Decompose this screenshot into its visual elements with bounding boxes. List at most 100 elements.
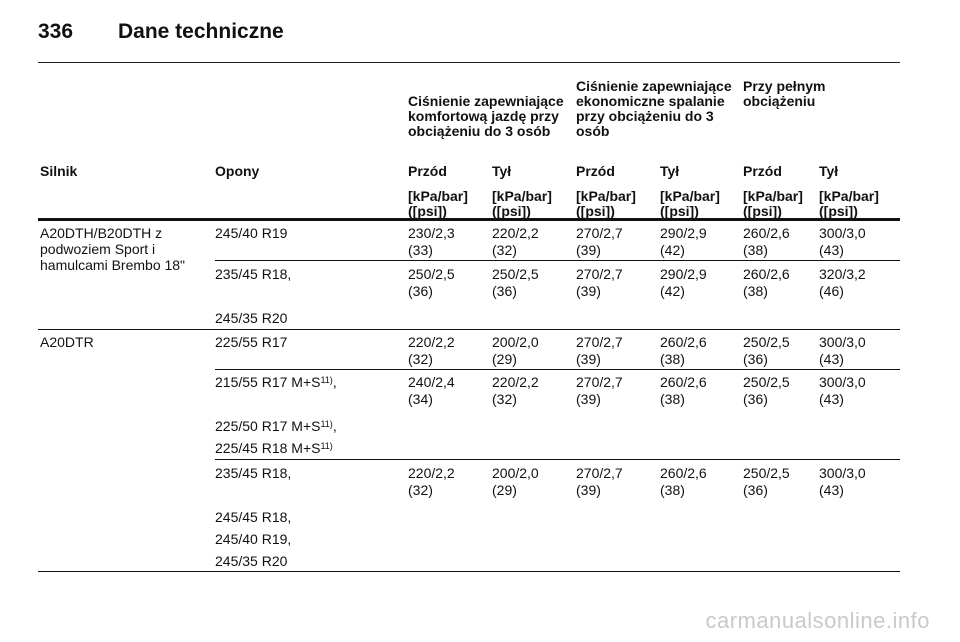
unit-header: [kPa/bar] ([psi]) <box>819 188 879 219</box>
pressure-cell: 300/3,0 <box>819 374 866 390</box>
col-header-rear-comfort: Tył <box>492 163 512 179</box>
psi-cell: (42) <box>660 242 685 258</box>
tyre-cell: 245/45 R18, <box>215 509 292 525</box>
pressure-cell: 230/2,3 <box>408 225 455 241</box>
col-header-engine: Silnik <box>40 163 78 179</box>
footnote-marker: 11) <box>320 419 333 429</box>
pressure-cell: 260/2,6 <box>743 266 790 282</box>
row-separator <box>38 329 900 330</box>
psi-cell: (42) <box>660 283 685 299</box>
col-header-front-comfort: Przód <box>408 163 447 179</box>
pressure-cell: 220/2,2 <box>408 465 455 481</box>
psi-cell: (36) <box>408 283 433 299</box>
pressure-cell: 260/2,6 <box>660 374 707 390</box>
pressure-cell: 270/2,7 <box>576 334 623 350</box>
page-header: 336 Dane techniczne <box>38 18 900 63</box>
tyre-cell: 225/45 R18 M+S11) <box>215 440 333 456</box>
tyre-cell: 245/40 R19 <box>215 225 288 241</box>
psi-cell: (29) <box>492 351 517 367</box>
tyre-cell: 245/35 R20 <box>215 310 288 326</box>
col-header-front-eco: Przód <box>576 163 615 179</box>
footnote-marker: 11) <box>320 441 333 451</box>
pressure-cell: 270/2,7 <box>576 374 623 390</box>
pressure-cell: 250/2,5 <box>743 374 790 390</box>
psi-cell: (38) <box>743 283 768 299</box>
psi-cell: (32) <box>408 351 433 367</box>
psi-cell: (36) <box>743 391 768 407</box>
pressure-cell: 290/2,9 <box>660 225 707 241</box>
col-header-rear-full: Tył <box>819 163 839 179</box>
pressure-cell: 270/2,7 <box>576 225 623 241</box>
tyre-cell: 245/35 R20 <box>215 553 288 569</box>
psi-cell: (39) <box>576 482 601 498</box>
psi-cell: (32) <box>492 391 517 407</box>
psi-cell: (38) <box>743 242 768 258</box>
psi-cell: (39) <box>576 351 601 367</box>
psi-cell: (38) <box>660 391 685 407</box>
psi-cell: (43) <box>819 242 844 258</box>
engine-cell: podwoziem Sport i <box>40 241 156 257</box>
pressure-cell: 250/2,5 <box>743 334 790 350</box>
watermark: carmanualsonline.info <box>705 608 930 633</box>
pressure-cell: 240/2,4 <box>408 374 455 390</box>
pressure-cell: 270/2,7 <box>576 465 623 481</box>
unit-header: [kPa/bar] ([psi]) <box>576 188 636 219</box>
page-title: Dane techniczne <box>118 20 284 43</box>
tyre-cell: 235/45 R18, <box>215 266 292 282</box>
row-separator <box>215 459 900 460</box>
unit-header: [kPa/bar] ([psi]) <box>743 188 803 219</box>
row-separator <box>215 260 900 261</box>
unit-header: [kPa/bar] ([psi]) <box>660 188 720 219</box>
tyre-cell: 235/45 R18, <box>215 465 292 481</box>
footnote-marker: 11) <box>320 375 333 385</box>
psi-cell: (38) <box>660 351 685 367</box>
psi-cell: (39) <box>576 283 601 299</box>
pressure-cell: 250/2,5 <box>408 266 455 282</box>
pressure-cell: 220/2,2 <box>492 225 539 241</box>
pressure-cell: 260/2,6 <box>743 225 790 241</box>
group-header-eco: Ciśnienie zapewniające ekonomiczne spala… <box>576 78 732 139</box>
psi-cell: (36) <box>743 482 768 498</box>
col-header-front-full: Przód <box>743 163 782 179</box>
psi-cell: (32) <box>492 242 517 258</box>
psi-cell: (36) <box>492 283 517 299</box>
psi-cell: (46) <box>819 283 844 299</box>
psi-cell: (32) <box>408 482 433 498</box>
page-number: 336 <box>38 20 74 43</box>
header-rule <box>38 218 900 221</box>
pressure-cell: 200/2,0 <box>492 334 539 350</box>
psi-cell: (43) <box>819 391 844 407</box>
pressure-cell: 320/3,2 <box>819 266 866 282</box>
psi-cell: (33) <box>408 242 433 258</box>
pressure-cell: 260/2,6 <box>660 334 707 350</box>
pressure-cell: 290/2,9 <box>660 266 707 282</box>
col-header-tyres: Opony <box>215 163 260 179</box>
psi-cell: (38) <box>660 482 685 498</box>
tyre-cell: 245/40 R19, <box>215 531 292 547</box>
psi-cell: (36) <box>743 351 768 367</box>
col-header-rear-eco: Tył <box>660 163 680 179</box>
row-separator <box>38 571 900 572</box>
engine-cell: hamulcami Brembo 18" <box>40 257 186 273</box>
psi-cell: (29) <box>492 482 517 498</box>
psi-cell: (39) <box>576 391 601 407</box>
pressure-cell: 220/2,2 <box>492 374 539 390</box>
pressure-cell: 270/2,7 <box>576 266 623 282</box>
psi-cell: (39) <box>576 242 601 258</box>
row-separator <box>215 369 900 370</box>
pressure-cell: 300/3,0 <box>819 225 866 241</box>
pressure-cell: 300/3,0 <box>819 465 866 481</box>
pressure-cell: 300/3,0 <box>819 334 866 350</box>
tyre-cell: 225/55 R17 <box>215 334 288 350</box>
unit-header: [kPa/bar] ([psi]) <box>408 188 468 219</box>
psi-cell: (34) <box>408 391 433 407</box>
pressure-cell: 260/2,6 <box>660 465 707 481</box>
engine-cell: A20DTR <box>40 334 94 350</box>
psi-cell: (43) <box>819 482 844 498</box>
pressure-cell: 200/2,0 <box>492 465 539 481</box>
pressure-cell: 220/2,2 <box>408 334 455 350</box>
unit-header: [kPa/bar] ([psi]) <box>492 188 552 219</box>
tyre-cell: 215/55 R17 M+S11), <box>215 374 337 390</box>
pressure-cell: 250/2,5 <box>743 465 790 481</box>
engine-cell: A20DTH/B20DTH z <box>40 225 163 241</box>
